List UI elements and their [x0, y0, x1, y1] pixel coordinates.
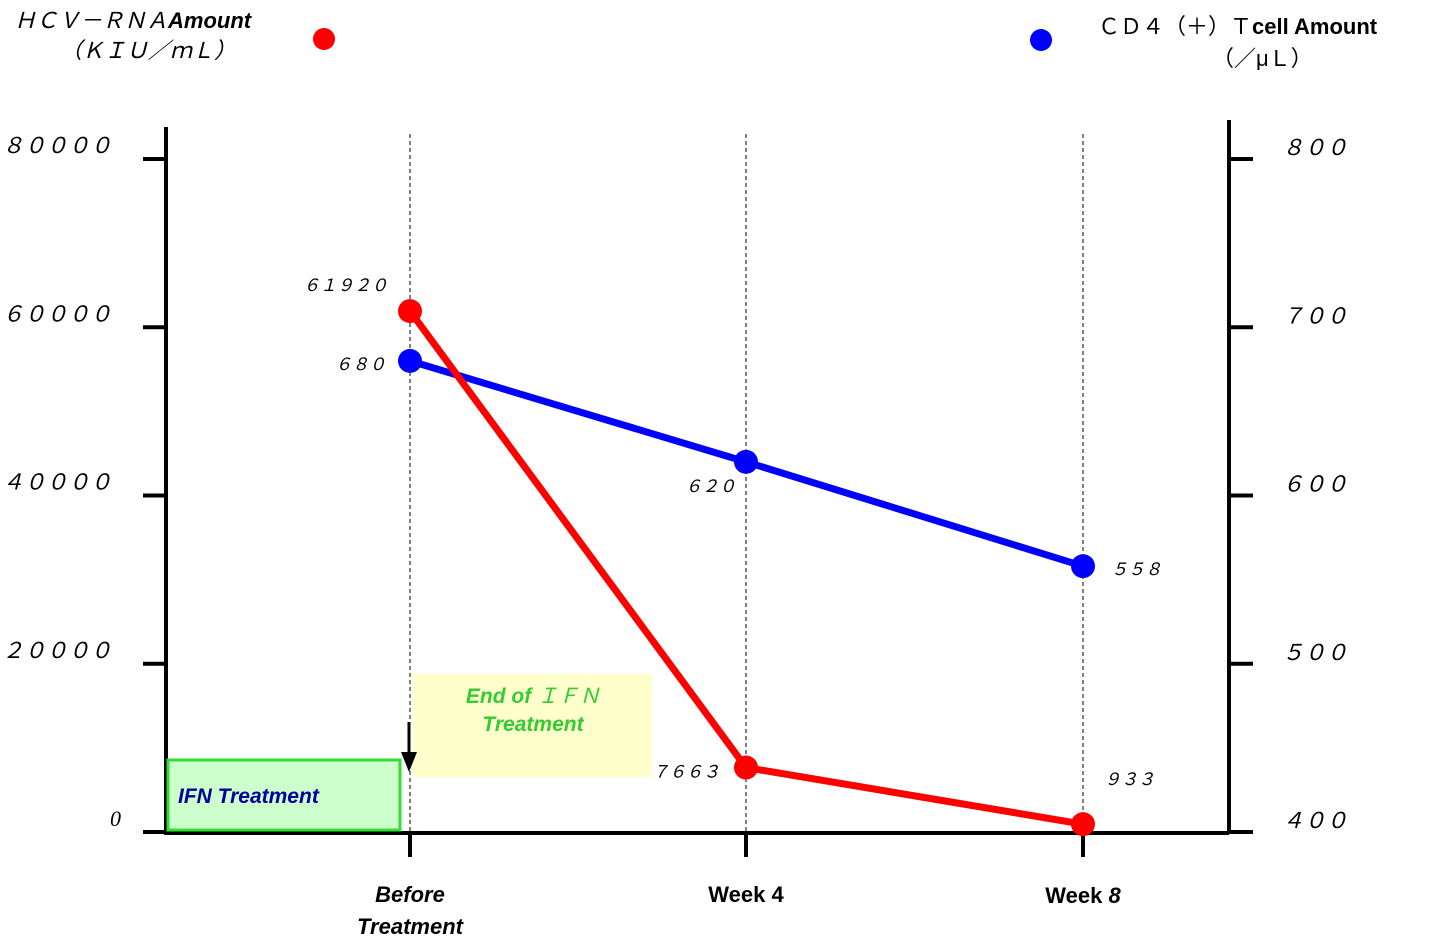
right-tick-label: ７００ [1282, 303, 1348, 328]
end-of-ifn-box [413, 674, 652, 777]
end-of-ifn-label-part-b: ＩＦＮ [537, 684, 600, 708]
end-of-ifn-arrow-head [401, 752, 417, 772]
hcv-rna-data-label: ６１９２０ [303, 276, 388, 295]
left-axis-title-line2: （ＫＩＵ／ｍＬ） [60, 38, 236, 63]
right-axis-title-part-b: cell Amount [1252, 14, 1378, 39]
left-axis-title-part-a: ＨＣＶ－ＲＮＡ [14, 8, 168, 33]
left-tick-label: ６００００ [2, 301, 112, 326]
left-axis-title-line1: ＨＣＶ－ＲＮＡAmount [14, 8, 253, 33]
left-axis-title-part-b: Amount [167, 8, 253, 33]
ifn-treatment-annotation: IFN Treatment [166, 758, 402, 832]
hcv-rna-data-point [734, 755, 758, 780]
x-category-label-text: Week [1045, 883, 1108, 908]
right-series-legend-marker [1030, 29, 1052, 51]
ifn-treatment-box [166, 758, 402, 832]
right-axis-title-line1: ＣＤ４（＋）Ｔcell Amount [1098, 14, 1378, 39]
x-category-label-line1: Before [375, 882, 445, 907]
left-tick-label: ２００００ [2, 638, 112, 663]
left-axis-ticks: 0 ２００００ ４００００ ６００００ ８００００ [2, 133, 166, 834]
right-tick-label: ６００ [1282, 472, 1348, 497]
left-tick-label: ８００００ [2, 133, 112, 158]
hcv-rna-data-label: ７６６３ [652, 763, 720, 782]
hcv-rna-data-point [1071, 812, 1095, 837]
hcv-rna-data-point [398, 299, 422, 324]
cd4-data-point [1071, 554, 1095, 579]
cd4-data-point [734, 449, 758, 474]
left-tick-label: ４００００ [2, 470, 112, 495]
cd4-data-label: ６２０ [685, 477, 736, 496]
x-category-label-suffix: 8 [1108, 883, 1121, 908]
x-category-label: Week 4 [708, 882, 784, 907]
right-axis-title-line2: （／μＬ） [1212, 46, 1313, 71]
right-legend: ＣＤ４（＋）Ｔcell Amount （／μＬ） [1030, 14, 1378, 71]
right-tick-label: ４００ [1282, 808, 1348, 833]
hcv-rna-data-label: ９３３ [1104, 770, 1155, 789]
data-labels: ６８０ ６２０ ５５８ ６１９２０ ７６６３ ９３３ [303, 276, 1162, 789]
x-category-label: Week 8 [1045, 883, 1121, 908]
ifn-treatment-label: IFN Treatment [178, 785, 320, 808]
end-of-ifn-label-part-a: End of [466, 685, 537, 708]
left-legend: ＨＣＶ－ＲＮＡAmount （ＫＩＵ／ｍＬ） [14, 8, 335, 63]
right-axis-ticks: ４００ ５００ ６００ ７００ ８００ [1229, 135, 1348, 834]
cd4-data-point [398, 348, 422, 373]
cd4-data-label: ６８０ [335, 355, 386, 374]
end-of-ifn-annotation: End of ＩＦＮ Treatment [401, 674, 652, 777]
left-series-legend-marker [313, 28, 335, 50]
category-guides [409, 134, 1084, 832]
x-axis-ticks: Before Treatment Week 4 Week 8 [357, 832, 1121, 939]
x-category-label-line2: Treatment [357, 914, 465, 939]
cd4-data-label: ５５８ [1111, 560, 1162, 579]
end-of-ifn-label-line1: End of ＩＦＮ [466, 684, 600, 708]
left-tick-label: 0 [110, 806, 121, 831]
series-layer [398, 299, 1095, 837]
right-axis-title-part-a: ＣＤ４（＋）Ｔ [1098, 14, 1252, 39]
right-tick-label: ８００ [1282, 135, 1348, 160]
axes-frame [164, 120, 1231, 835]
right-tick-label: ５００ [1282, 640, 1348, 665]
end-of-ifn-label-line2: Treatment [482, 713, 584, 736]
